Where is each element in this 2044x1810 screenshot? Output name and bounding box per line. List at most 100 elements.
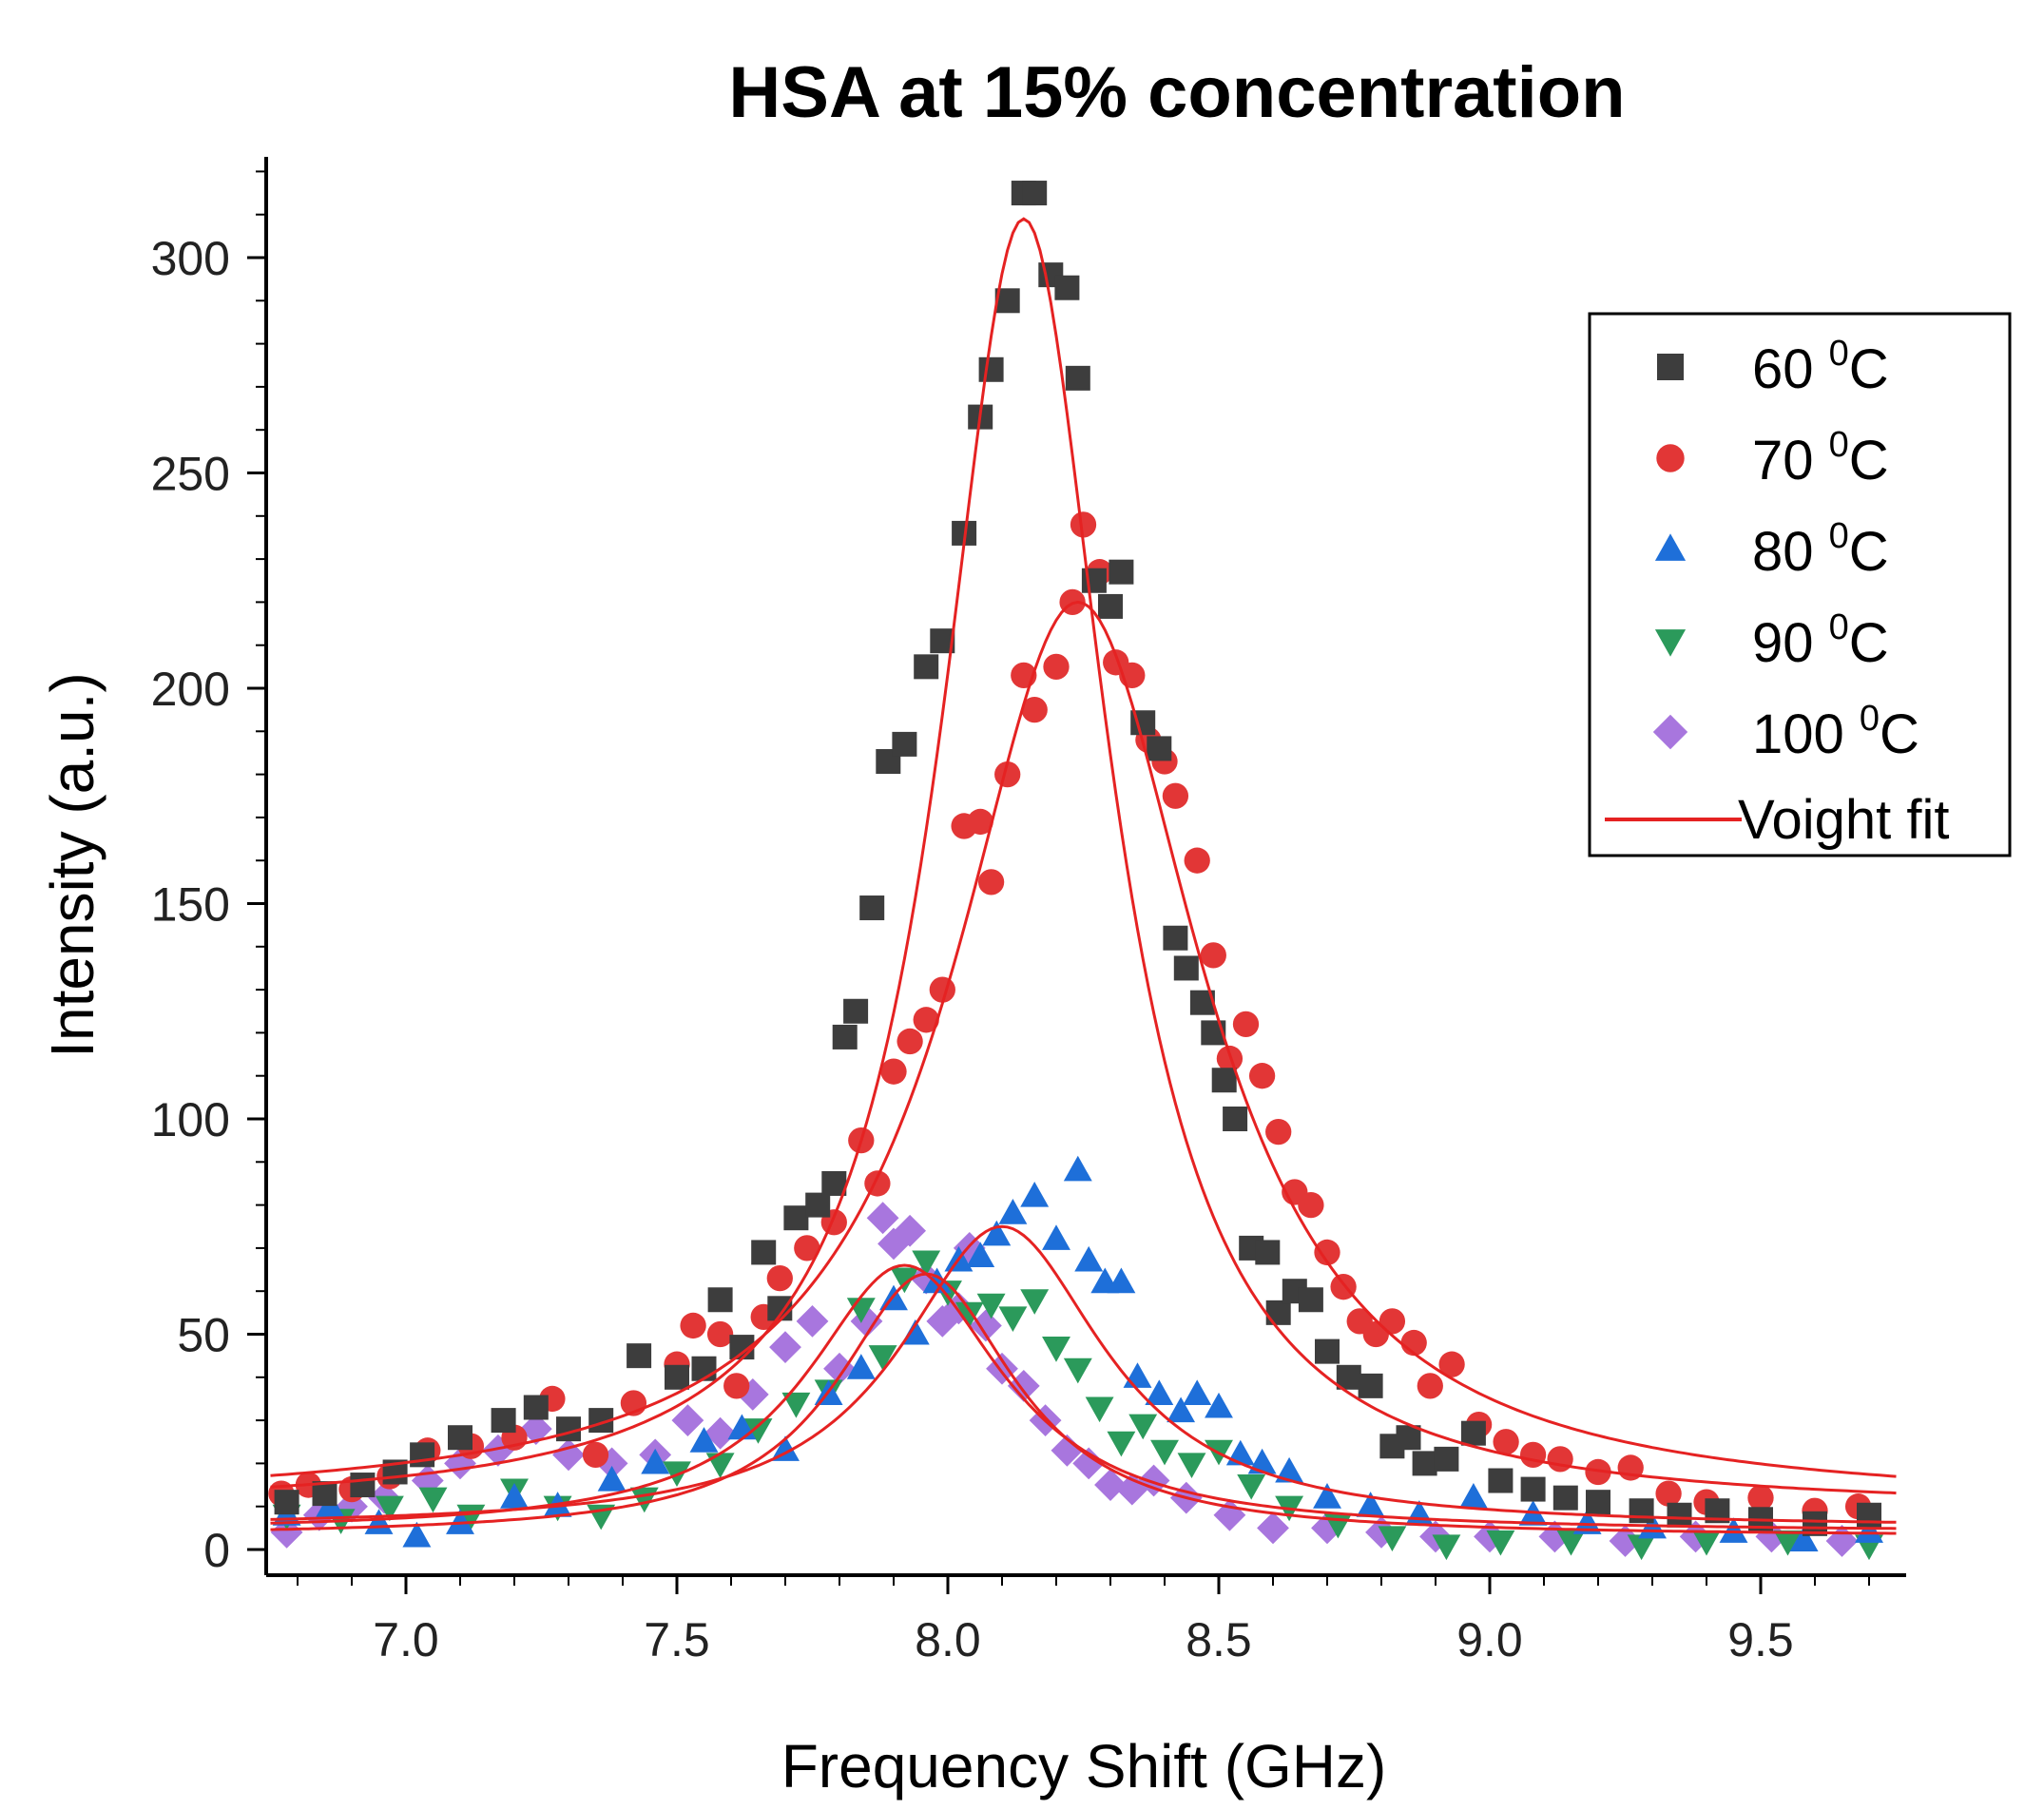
data-point — [1107, 1267, 1136, 1294]
data-point — [597, 1465, 627, 1492]
data-point — [1070, 511, 1097, 538]
data-point — [1556, 1530, 1586, 1556]
data-point — [1109, 559, 1134, 585]
legend-marker — [1654, 533, 1687, 561]
legend-marker — [1657, 354, 1684, 380]
data-point — [519, 1413, 552, 1446]
y-tick-label: 100 — [151, 1093, 230, 1146]
data-point — [1629, 1498, 1654, 1524]
data-point — [1094, 1469, 1127, 1501]
fit-curve — [270, 600, 1897, 1478]
data-point — [1755, 1520, 1788, 1553]
x-tick-label: 8.5 — [1186, 1613, 1252, 1666]
data-point — [1265, 1300, 1291, 1325]
data-point — [1145, 1379, 1174, 1405]
data-point — [1458, 1483, 1488, 1509]
data-point — [1857, 1502, 1881, 1528]
data-point — [1520, 1476, 1546, 1502]
fit-curve — [270, 217, 1897, 1495]
data-point — [500, 1483, 529, 1509]
data-point — [1825, 1525, 1859, 1557]
data-point — [794, 1235, 820, 1261]
data-point — [751, 1240, 777, 1265]
data-point — [1211, 1068, 1237, 1093]
data-point — [994, 761, 1021, 788]
data-point — [375, 1495, 404, 1522]
data-point — [1072, 1447, 1106, 1480]
data-point — [1123, 1362, 1152, 1388]
data-point — [482, 1434, 514, 1467]
axis-ticks: 7.0 7.5 8.0 8.5 9.0 9.5 0 50 100 150 200 250 300 — [151, 170, 1870, 1666]
data-point — [978, 356, 1004, 382]
data-point — [1054, 275, 1080, 300]
data-point — [1438, 1351, 1465, 1377]
data-point — [890, 1267, 919, 1294]
data-point — [1789, 1526, 1819, 1551]
legend-label-fit: Voight fit — [1738, 789, 1949, 851]
data-point — [894, 1214, 926, 1247]
data-point — [552, 1438, 585, 1472]
data-point — [1275, 1456, 1304, 1483]
data-point — [843, 998, 869, 1024]
data-point — [1022, 181, 1048, 206]
voigt-fit-curves — [270, 217, 1897, 1535]
data-point — [781, 1392, 811, 1418]
data-point — [1655, 1480, 1682, 1507]
data-point — [1358, 1373, 1383, 1398]
data-point — [1298, 1191, 1324, 1219]
legend-item: 60 0C — [1657, 334, 1889, 400]
data-point — [1586, 1490, 1610, 1515]
data-point — [897, 1028, 923, 1055]
data-point — [1247, 1448, 1277, 1474]
legend-label: 70 0C — [1752, 425, 1889, 491]
data-point — [1356, 1492, 1385, 1517]
chart-title: HSA at 15% concentration — [728, 52, 1625, 133]
x-tick-label: 7.0 — [373, 1613, 439, 1666]
data-point — [270, 1515, 303, 1549]
data-point — [1747, 1484, 1774, 1512]
data-point — [1460, 1420, 1486, 1446]
data-point — [953, 1232, 986, 1264]
data-point — [1051, 1434, 1084, 1467]
legend: 60 0C 70 0C 80 0C 90 0C 100 0C Voight fit — [1588, 312, 2012, 857]
y-tick-label: 200 — [151, 663, 230, 716]
data-point — [641, 1448, 670, 1474]
data-point — [1298, 1287, 1323, 1313]
data-point — [1679, 1520, 1712, 1553]
data-point — [1265, 1118, 1292, 1146]
data-point — [1519, 1441, 1547, 1468]
legend-label: 100 0C — [1752, 699, 1919, 765]
y-tick-label: 300 — [151, 232, 230, 285]
data-point — [595, 1447, 628, 1480]
series-square-points — [274, 181, 1881, 1536]
data-point — [1098, 593, 1123, 619]
series-triangle-up-points — [272, 1155, 1883, 1551]
data-point — [1412, 1451, 1437, 1476]
data-point — [1314, 1239, 1340, 1266]
data-point — [1396, 1425, 1421, 1451]
series-triangle-down-points — [272, 1250, 1883, 1561]
data-point — [691, 1356, 717, 1381]
data-point — [689, 1427, 719, 1453]
data-point — [1248, 1063, 1276, 1089]
data-point — [821, 1170, 847, 1196]
x-tick-label: 8.0 — [915, 1613, 981, 1666]
data-point — [877, 1227, 910, 1261]
data-point — [1538, 1520, 1572, 1553]
data-point — [1552, 1485, 1578, 1511]
y-tick-label: 150 — [151, 878, 230, 932]
data-point — [1107, 1431, 1136, 1457]
data-point — [910, 1261, 943, 1295]
data-point — [1162, 782, 1189, 809]
x-tick-label: 9.0 — [1456, 1613, 1523, 1666]
data-point — [1173, 955, 1199, 981]
legend-item-fit: Voight fit — [1605, 789, 1949, 851]
data-point — [446, 1509, 474, 1534]
data-point — [1667, 1502, 1692, 1528]
data-point — [627, 1343, 652, 1369]
plot-area — [268, 181, 1897, 1561]
data-point — [1177, 1453, 1206, 1478]
data-point — [1232, 1011, 1260, 1037]
data-point — [769, 1331, 801, 1363]
y-tick-label: 0 — [203, 1524, 230, 1577]
